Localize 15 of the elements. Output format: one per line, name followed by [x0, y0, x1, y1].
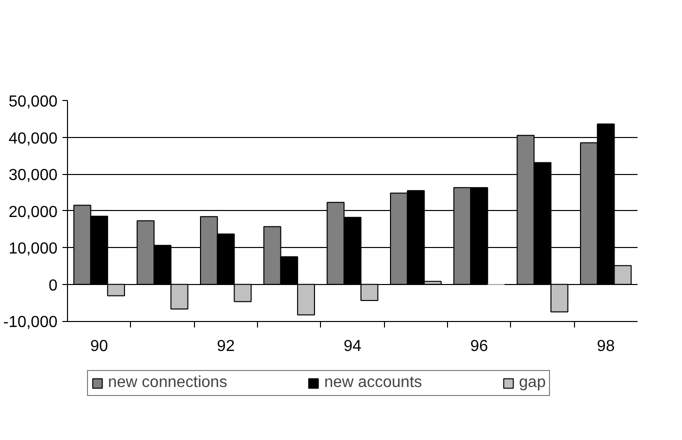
x-tick-label: 90	[90, 338, 108, 356]
legend-label: new accounts	[324, 374, 422, 392]
x-tick-label: 96	[470, 338, 488, 356]
x-tick-label: 92	[216, 338, 235, 356]
y-tick-label: 30,000	[8, 167, 58, 184]
x-tick-label: 94	[344, 338, 362, 356]
y-tick-label: 10,000	[8, 240, 58, 258]
y-tick-label: 0	[48, 277, 58, 294]
x-tick-label: 98	[596, 338, 615, 356]
y-tick-label: 20,000	[8, 204, 58, 221]
legend-label: gap	[519, 374, 546, 392]
y-tick-label: -10,000	[3, 314, 58, 332]
y-tick-label: 50,000	[8, 94, 58, 110]
y-tick-label: 40,000	[8, 130, 58, 148]
legend-label: new connections	[108, 374, 228, 392]
